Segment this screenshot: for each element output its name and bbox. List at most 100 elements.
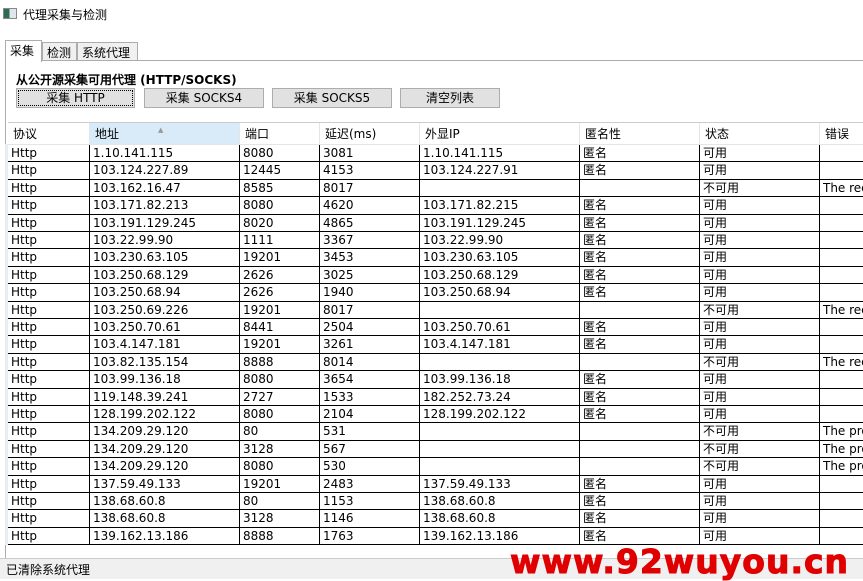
cell-anonymity (580, 423, 700, 441)
cell-address: 139.162.13.186 (90, 527, 240, 545)
cell-error (820, 371, 863, 389)
cell-protocol: Http (8, 197, 90, 215)
cell-protocol: Http (8, 162, 90, 180)
collect-socks4-button[interactable]: 采集 SOCKS4 (144, 88, 264, 108)
table-row[interactable]: Http 103.22.99.90 1111 3367 103.22.99.90 匿名 可用 (8, 232, 863, 250)
table-row[interactable]: Http 138.68.60.8 80 1153 138.68.60.8 匿名 可用 (8, 493, 863, 511)
table-row[interactable]: Http 103.250.70.61 8441 2504 103.250.70.61 匿名… (8, 319, 863, 337)
cell-anonymity (580, 179, 700, 198)
column-header-protocol[interactable]: 协议 (8, 123, 90, 145)
cell-port: 19201 (240, 475, 320, 493)
cell-protocol: Http (8, 179, 90, 198)
proxy-table: 协议 地址 ▲ 端口 延迟(ms) 外显IP 匿名性 状态 错误 Http 1.10.141.115… (8, 122, 863, 545)
table-row[interactable]: Http 128.199.202.122 8080 2104 128.199.202.1… (8, 406, 863, 424)
cell-port: 8080 (240, 371, 320, 389)
table-row[interactable]: Http 103.4.147.181 19201 3261 103.4.147.181 匿… (8, 336, 863, 354)
cell-error: The rec (820, 180, 863, 198)
table-row[interactable]: Http 138.68.60.8 3128 1146 138.68.60.8 匿名 可用 (8, 510, 863, 528)
column-header-label: 匿名性 (585, 127, 622, 141)
column-header-anonymity[interactable]: 匿名性 (580, 123, 700, 145)
cell-anonymity: 匿名 (580, 510, 700, 528)
table-row[interactable]: Http 137.59.49.133 19201 2483 137.59.49.133 匿… (8, 475, 863, 493)
table-row[interactable]: Http 103.230.63.105 19201 3453 103.230.63.10… (8, 249, 863, 267)
cell-address: 119.148.39.241 (90, 388, 240, 406)
cell-port: 8080 (240, 145, 320, 163)
table-row[interactable]: Http 103.191.129.245 8020 4865 103.191.129.2… (8, 214, 863, 232)
cell-latency: 3261 (320, 336, 420, 354)
cell-anonymity: 匿名 (580, 336, 700, 354)
column-header-label: 协议 (13, 127, 38, 141)
cell-protocol: Http (8, 458, 90, 476)
cell-address: 103.230.63.105 (90, 249, 240, 267)
cell-external-ip: 1.10.141.115 (420, 145, 580, 163)
cell-anonymity: 匿名 (580, 371, 700, 389)
tab-system-proxy[interactable]: 系统代理 (77, 42, 138, 61)
cell-status: 不可用 (700, 301, 820, 319)
cell-external-ip: 139.162.13.186 (420, 527, 580, 545)
cell-latency: 1763 (320, 527, 420, 545)
cell-port: 19201 (240, 336, 320, 354)
cell-latency: 2504 (320, 319, 420, 337)
cell-latency: 1940 (320, 284, 420, 302)
cell-anonymity: 匿名 (580, 266, 700, 285)
cell-latency: 531 (320, 423, 420, 441)
tab-collect[interactable]: 采集 (5, 40, 42, 62)
cell-external-ip: 103.250.68.94 (420, 284, 580, 302)
table-row[interactable]: Http 1.10.141.115 8080 3081 1.10.141.115 匿名 可用 (8, 145, 863, 163)
cell-protocol: Http (8, 371, 90, 389)
cell-latency: 2104 (320, 406, 420, 424)
tab-check[interactable]: 检测 (42, 42, 77, 61)
cell-address: 103.22.99.90 (90, 232, 240, 250)
collect-socks5-button[interactable]: 采集 SOCKS5 (272, 88, 392, 108)
cell-port: 8585 (240, 179, 320, 198)
table-row[interactable]: Http 103.250.68.129 2626 3025 103.250.68.129… (8, 266, 863, 285)
cell-status: 可用 (700, 266, 820, 285)
cell-anonymity: 匿名 (580, 527, 700, 545)
cell-port: 2626 (240, 266, 320, 285)
table-row[interactable]: Http 103.171.82.213 8080 4620 103.171.82.215… (8, 197, 863, 215)
cell-external-ip (420, 179, 580, 198)
cell-status: 可用 (700, 162, 820, 180)
cell-status: 不可用 (700, 458, 820, 476)
cell-error: The pro (820, 441, 863, 459)
collect-http-button[interactable]: 采集 HTTP (16, 88, 135, 108)
cell-external-ip: 103.4.147.181 (420, 336, 580, 354)
column-header-label: 状态 (705, 127, 730, 141)
section-heading: 从公开源采集可用代理 (HTTP/SOCKS) (16, 73, 237, 87)
cell-latency: 1533 (320, 388, 420, 406)
cell-external-ip: 103.230.63.105 (420, 249, 580, 267)
column-header-error[interactable]: 错误 (820, 123, 863, 145)
table-row[interactable]: Http 139.162.13.186 8888 1763 139.162.13.186… (8, 527, 863, 545)
cell-error: The rec (820, 302, 863, 319)
status-text: 已清除系统代理 (6, 563, 91, 577)
table-row[interactable]: Http 103.250.68.94 2626 1940 103.250.68.94 匿名… (8, 284, 863, 302)
column-header-latency[interactable]: 延迟(ms) (320, 123, 420, 145)
cell-address: 103.124.227.89 (90, 162, 240, 180)
cell-address: 103.250.68.94 (90, 284, 240, 302)
column-header-port[interactable]: 端口 (240, 123, 320, 145)
column-header-address[interactable]: 地址 ▲ (90, 123, 240, 145)
column-header-external-ip[interactable]: 外显IP (420, 123, 580, 145)
cell-port: 8020 (240, 214, 320, 232)
table-row[interactable]: Http 103.124.227.89 12445 4153 103.124.227.9… (8, 162, 863, 180)
cell-external-ip (420, 353, 580, 372)
cell-anonymity: 匿名 (580, 145, 700, 163)
cell-address: 103.250.68.129 (90, 266, 240, 285)
cell-external-ip: 103.191.129.245 (420, 214, 580, 232)
clear-list-button[interactable]: 清空列表 (400, 88, 500, 108)
cell-external-ip (420, 440, 580, 459)
table-row[interactable]: Http 103.99.136.18 8080 3654 103.99.136.18 匿名… (8, 371, 863, 389)
table-row[interactable]: Http 119.148.39.241 2727 1533 182.252.73.24 匿… (8, 388, 863, 406)
column-header-status[interactable]: 状态 (700, 123, 820, 145)
cell-status: 可用 (700, 406, 820, 424)
cell-status: 可用 (700, 232, 820, 250)
cell-port: 8080 (240, 406, 320, 424)
column-header-label: 延迟(ms) (325, 127, 377, 141)
cell-port: 8080 (240, 458, 320, 476)
